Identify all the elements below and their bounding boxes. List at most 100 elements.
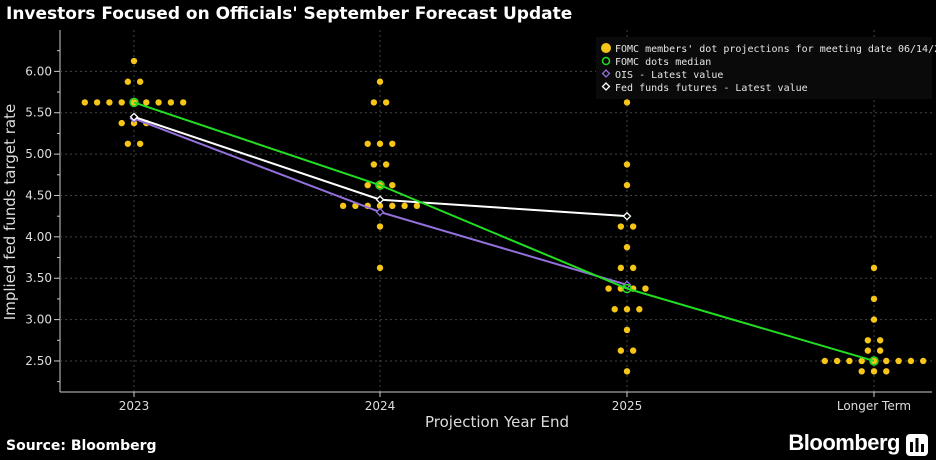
fomc-dot: [401, 202, 408, 210]
fomc-dot: [623, 181, 631, 189]
median-marker: [375, 180, 385, 190]
fomc-dot: [93, 99, 101, 106]
fomc-dot: [382, 161, 390, 168]
fomc-dot: [376, 264, 384, 272]
y-tick-label-1: 3.00: [25, 313, 52, 327]
fomc-dot: [629, 264, 637, 272]
fomc-dot: [130, 119, 138, 127]
fomc-dot: [382, 99, 390, 106]
fomc-dot: [617, 264, 625, 272]
fomc-dot: [920, 357, 927, 365]
fomc-dot: [895, 357, 902, 365]
fomc-dot: [883, 357, 890, 365]
fomc-dot: [864, 347, 872, 354]
fomc-dot: [136, 140, 144, 147]
futures-marker: [622, 211, 632, 221]
fomc-dot: [376, 202, 384, 210]
fomc-dot: [136, 78, 144, 85]
median-marker: [622, 283, 632, 294]
fomc-dot: [605, 285, 612, 292]
y-axis-label: Implied fed funds target rate: [1, 104, 19, 320]
source-note: Source: Bloomberg: [6, 438, 157, 454]
y-tick-label-7: 6.00: [25, 64, 52, 78]
futures-marker: [129, 112, 139, 122]
x-tick-label-1: 2024: [365, 399, 396, 413]
fomc-dot: [876, 337, 884, 344]
bloomberg-chart-icon: [906, 434, 928, 456]
median-line: [133, 101, 875, 362]
fomc-dot: [623, 306, 631, 313]
fomc-dot: [364, 140, 371, 147]
fomc-dot: [623, 368, 631, 375]
legend: FOMC members' dot projections for meetin…: [596, 37, 936, 99]
fomc-dot: [81, 99, 89, 106]
x-tick-label-3: Longer Term: [837, 399, 911, 413]
fomc-dot: [124, 78, 132, 85]
fomc-dot: [118, 99, 125, 106]
fomc-dot: [370, 99, 378, 106]
futures-marker: [375, 195, 385, 205]
fomc-dot: [389, 140, 396, 147]
fomc-dot: [376, 223, 384, 230]
y-tick-label-2: 3.50: [25, 271, 52, 285]
legend-ois-icon: [601, 69, 611, 78]
median-marker: [869, 356, 879, 366]
fomc-dot: [413, 202, 421, 210]
fomc-dot: [389, 202, 396, 210]
fomc-dot: [833, 357, 841, 365]
fomc-dot: [389, 181, 396, 189]
fomc-dot: [623, 99, 631, 106]
fomc-dot: [642, 285, 649, 292]
y-ticks: 2.50 3.00 3.50 4.00 4.50 5.00 5.50 6.00: [25, 50, 60, 383]
fomc-dot: [883, 368, 890, 375]
x-tick-label-2: 2025: [612, 399, 643, 413]
x-tick-label-0: 2023: [119, 399, 150, 413]
fomc-dot: [870, 368, 878, 375]
fomc-dot: [118, 119, 125, 127]
fomc-dot: [876, 347, 884, 354]
fomc-dot: [870, 316, 878, 323]
fomc-dot: [623, 244, 631, 251]
fomc-dot: [124, 140, 132, 147]
fomc-dot: [864, 337, 872, 344]
fomc-dot: [364, 181, 371, 189]
y-tick-label-4: 4.50: [25, 188, 52, 202]
chart-title: Investors Focused on Officials' Septembe…: [6, 4, 573, 24]
y-tick-label-0: 2.50: [25, 354, 52, 368]
fomc-dot: [623, 161, 631, 168]
legend-median-icon: [601, 56, 611, 66]
legend-item-dots: FOMC members' dot projections for meetin…: [615, 44, 936, 55]
fomc-dot: [143, 99, 150, 106]
fomc-dot: [858, 368, 865, 375]
legend-item-futures: Fed funds futures - Latest value: [615, 83, 808, 94]
fomc-dot: [376, 78, 384, 85]
fomc-dot: [870, 295, 878, 303]
fomc-dot: [617, 347, 625, 354]
legend-dot-icon: [601, 43, 611, 53]
fomc-dot: [636, 306, 643, 313]
fomc-dots: [81, 57, 927, 375]
grid: [59, 30, 932, 393]
fomc-dot: [180, 99, 187, 106]
legend-box: [596, 37, 932, 99]
fomc-dot: [155, 99, 162, 106]
x-ticks: 2023 2024 2025 Longer Term: [119, 392, 911, 413]
fomc-dot: [629, 223, 637, 230]
fomc-dot: [821, 357, 828, 365]
fomc-dot: [370, 161, 378, 168]
x-axis-label: Projection Year End: [425, 413, 569, 431]
fomc-dot: [376, 140, 384, 147]
series-lines: [129, 97, 879, 366]
fomc-dot: [611, 306, 618, 313]
fomc-dot: [130, 57, 138, 65]
fomc-dot: [870, 264, 878, 272]
fomc-dot: [907, 357, 915, 365]
fomc-dot: [846, 357, 853, 365]
fomc-dot: [106, 99, 113, 106]
ois-marker: [375, 207, 385, 217]
median-marker: [129, 97, 139, 108]
fomc-dot: [339, 202, 347, 210]
y-tick-label-6: 5.50: [25, 106, 52, 120]
fomc-dot: [858, 357, 865, 365]
